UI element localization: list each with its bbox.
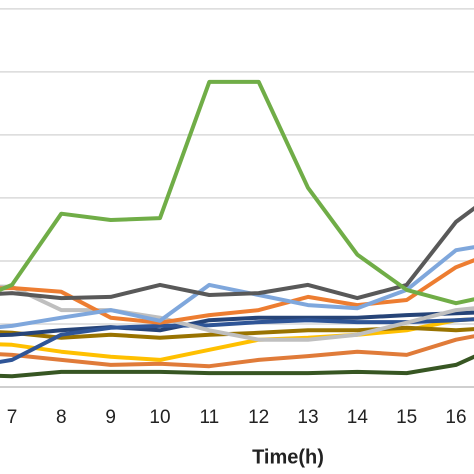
series-line: [0, 206, 474, 301]
series-line: [0, 245, 474, 329]
x-tick-label: 15: [396, 407, 417, 428]
series-line: [0, 258, 474, 325]
x-tick-label: 12: [248, 407, 269, 428]
series-line: [0, 284, 474, 342]
x-tick-label: 13: [297, 407, 318, 428]
x-tick-label: 7: [7, 407, 18, 428]
series-line: [0, 310, 474, 338]
x-axis-label: Time(h): [252, 446, 324, 468]
x-tick-label: 8: [56, 407, 67, 428]
x-tick-label: 9: [105, 407, 116, 428]
series-line: [0, 354, 474, 379]
x-tick-label: 11: [199, 407, 219, 428]
x-tick-label: 10: [149, 407, 170, 428]
series-line: [0, 334, 474, 369]
x-tick-label: 16: [445, 407, 466, 428]
series-line: [0, 79, 474, 306]
x-tick-label: 14: [347, 407, 369, 428]
